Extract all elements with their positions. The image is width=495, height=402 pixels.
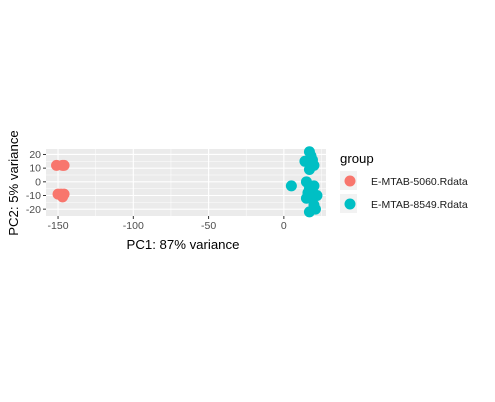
legend-title: group xyxy=(340,151,374,166)
y-tick-label: 20 xyxy=(29,149,41,161)
x-tick-label: -150 xyxy=(48,220,69,232)
legend-key-dot xyxy=(344,175,356,187)
data-point-series-0 xyxy=(57,159,69,171)
legend-key-dot xyxy=(344,198,356,210)
y-tick-label: -10 xyxy=(26,190,41,202)
y-axis-ticks: -20 -10 010 20 xyxy=(26,149,46,216)
grid-major xyxy=(46,149,326,216)
y-axis-label: PC2: 5% variance xyxy=(6,130,21,236)
y-tick-label: 10 xyxy=(29,163,41,175)
x-axis-ticks: -150 -100 -50 0 xyxy=(48,216,287,232)
plot-panel xyxy=(46,149,326,216)
x-axis-label: PC1: 87% variance xyxy=(127,237,240,252)
data-point-series-1 xyxy=(303,164,315,176)
data-point-series-1 xyxy=(308,180,320,192)
data-point-series-0 xyxy=(57,191,69,203)
data-points xyxy=(51,146,323,218)
y-tick-label: 0 xyxy=(35,176,41,188)
grid-minor xyxy=(46,149,326,216)
x-tick-label: -100 xyxy=(123,220,144,232)
legend-label: E-MTAB-5060.Rdata xyxy=(371,176,468,188)
x-tick-label: 0 xyxy=(281,220,287,232)
x-tick-label: -50 xyxy=(201,220,216,232)
legend-item-e-mtab-8549: E-MTAB-8549.Rdata xyxy=(340,194,468,213)
legend-item-e-mtab-5060: E-MTAB-5060.Rdata xyxy=(340,171,468,190)
y-tick-label: -20 xyxy=(26,204,41,216)
data-point-series-1 xyxy=(285,180,297,192)
legend-label: E-MTAB-8549.Rdata xyxy=(371,199,468,211)
legend: group E-MTAB-5060.Rdata E-MTAB-8549.Rdat… xyxy=(340,151,468,213)
data-point-series-1 xyxy=(309,203,321,215)
